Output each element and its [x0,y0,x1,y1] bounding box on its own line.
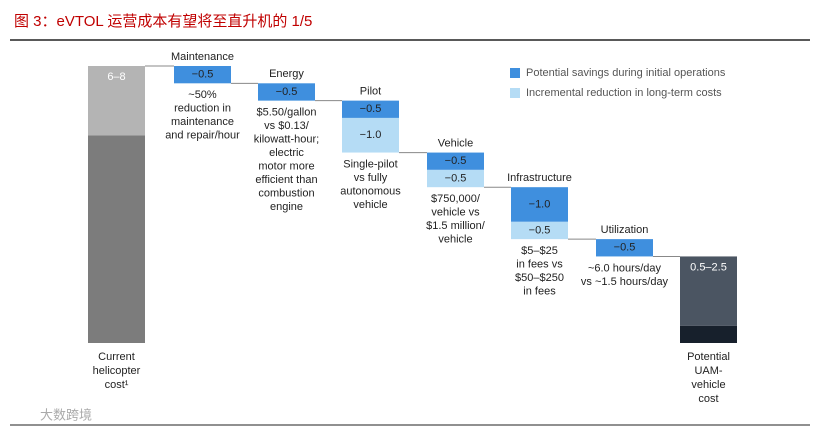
legend-label: Potential savings during initial operati… [526,67,726,79]
step-value-label: −0.5 [192,69,214,81]
range-bar-upper [88,66,145,136]
step-note: $5–$25 [521,245,558,257]
step-name: Infrastructure [507,172,572,184]
bar-label: cost [698,393,718,405]
step-note: autonomous [340,185,401,197]
step-bar [258,83,315,101]
step-note: $750,000/ [431,193,481,205]
step-note: vehicle vs [431,207,480,219]
step-name: Maintenance [171,51,234,63]
step-note: vs $0.13/ [264,120,310,132]
step-value-label: −0.5 [276,86,298,98]
step-note: in fees [523,286,556,298]
step-bar [342,117,399,153]
step-note: $50–$250 [515,272,564,284]
range-value-label: 6–8 [107,71,125,83]
step-value-label: −1.0 [360,129,382,141]
step-value-label: −1.0 [529,198,551,210]
watermark: 大数跨境 [40,407,92,422]
bar-label: helicopter [93,365,141,377]
step-bar [427,169,484,188]
step-note: vehicle [353,199,387,211]
step-bar [596,239,653,257]
step-note: electric [269,147,304,159]
step-note: Single-pilot [343,158,397,170]
step-note: vs ~1.5 hours/day [581,276,669,288]
step-bar [511,221,568,240]
step-note: $1.5 million/ [426,220,486,232]
chart-title: 图 3：eVTOL 运营成本有望将至直升机的 1/5 [14,13,312,30]
step-name: Energy [269,68,304,80]
step-note: kilowatt-hour; [254,134,319,146]
bar-label: cost¹ [105,379,129,391]
step-note: efficient than [255,174,317,186]
bar-label: vehicle [691,379,725,391]
step-bar [174,66,231,84]
step-bar [511,187,568,222]
bar-label: Potential [687,351,730,363]
range-value-label: 0.5–2.5 [690,261,727,273]
bar-label: UAM- [694,365,722,377]
step-bar [427,152,484,170]
legend-swatch [510,68,520,78]
step-note: ~50% [188,89,217,101]
range-bar-lower [88,135,145,343]
step-note: maintenance [171,116,234,128]
step-value-label: −0.5 [529,224,551,236]
legend-swatch [510,88,520,98]
step-note: and repair/hour [165,130,240,142]
step-note: engine [270,201,303,213]
step-note: motor more [258,161,314,173]
step-name: Pilot [360,86,381,98]
step-note: vs fully [354,172,388,184]
step-note: ~6.0 hours/day [588,262,662,274]
step-note: vehicle [438,234,472,246]
step-note: $5.50/gallon [257,107,317,119]
step-note: combustion [258,188,314,200]
range-bar-lower [680,325,737,343]
bar-label: Current [98,351,135,363]
step-value-label: −0.5 [614,242,636,254]
step-name: Vehicle [438,137,473,149]
step-note: reduction in [174,103,231,115]
step-bar [342,100,399,118]
step-value-label: −0.5 [360,103,382,115]
step-name: Utilization [601,224,649,236]
step-note: in fees vs [516,259,563,271]
step-value-label: −0.5 [445,172,467,184]
step-value-label: −0.5 [445,155,467,167]
range-bar-upper [680,256,737,326]
legend-label: Incremental reduction in long-term costs [526,87,722,99]
